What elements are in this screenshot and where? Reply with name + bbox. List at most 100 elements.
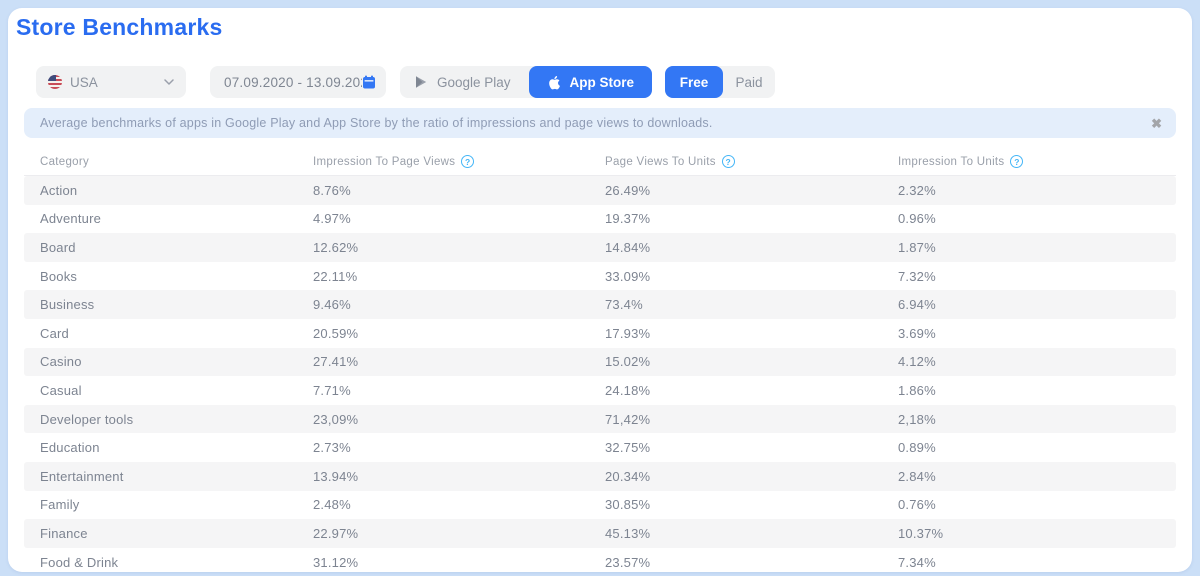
cell-impression-to-page-views: 9.46% xyxy=(313,297,351,313)
cell-impression-to-units: 3.69% xyxy=(898,325,936,341)
page-title: Store Benchmarks xyxy=(16,14,223,40)
cell-impression-to-page-views: 8.76% xyxy=(313,182,351,198)
cell-impression-to-page-views: 2.73% xyxy=(313,440,351,456)
cell-page-views-to-units: 20.34% xyxy=(605,468,651,484)
country-select-value: USA xyxy=(70,74,98,90)
table-header-row: Category Impression To Page Views ? Page… xyxy=(24,148,1176,176)
cell-impression-to-page-views: 13.94% xyxy=(313,468,359,484)
app-store-button[interactable]: App Store xyxy=(528,66,653,98)
column-header-impression-to-units: Impression To Units ? xyxy=(898,155,1176,168)
store-toggle-group: Google Play App Store xyxy=(400,66,653,98)
cell-impression-to-units: 4.12% xyxy=(898,354,936,370)
cell-impression-to-units: 7.34% xyxy=(898,554,936,570)
cell-page-views-to-units: 26.49% xyxy=(605,182,651,198)
cell-page-views-to-units: 14.84% xyxy=(605,239,651,255)
cell-page-views-to-units: 23.57% xyxy=(605,554,651,570)
table-body: Action 8.76% 26.49% 2.32% Adventure 4.97… xyxy=(24,176,1176,572)
cell-impression-to-page-views: 22.11% xyxy=(313,268,358,284)
apple-icon xyxy=(547,75,561,90)
calendar-icon xyxy=(362,75,376,89)
cell-category: Casual xyxy=(40,382,82,398)
cell-impression-to-units: 1.86% xyxy=(898,382,936,398)
store-benchmarks-card: Store Benchmarks USA 07.09.2020 - 13.09.… xyxy=(8,8,1192,572)
cell-impression-to-page-views: 12.62% xyxy=(313,239,359,255)
cell-page-views-to-units: 71,42% xyxy=(605,411,651,427)
benchmarks-table: Category Impression To Page Views ? Page… xyxy=(24,148,1176,572)
paid-label: Paid xyxy=(735,74,763,90)
date-range-input[interactable]: 07.09.2020 - 13.09.2020 xyxy=(210,66,386,98)
cell-page-views-to-units: 15.02% xyxy=(605,354,651,370)
cell-category: Books xyxy=(40,268,78,284)
table-row: Casino 27.41% 15.02% 4.12% xyxy=(24,347,1176,377)
table-row: Food & Drink 31.12% 23.57% 7.34% xyxy=(24,548,1176,572)
cell-category: Action xyxy=(40,182,78,198)
cell-page-views-to-units: 30.85% xyxy=(605,497,651,513)
cell-page-views-to-units: 45.13% xyxy=(605,525,651,541)
table-row: Finance 22.97% 45.13% 10.37% xyxy=(24,519,1176,548)
close-icon[interactable]: ✖ xyxy=(1151,115,1162,131)
cell-impression-to-units: 0.76% xyxy=(898,497,936,513)
date-range-value: 07.09.2020 - 13.09.2020 xyxy=(224,74,362,90)
google-play-label: Google Play xyxy=(437,74,511,90)
table-row: Board 12.62% 14.84% 1.87% xyxy=(24,233,1176,262)
cell-impression-to-page-views: 2.48% xyxy=(313,497,351,513)
table-row: Entertainment 13.94% 20.34% 2.84% xyxy=(24,461,1176,491)
cell-category: Food & Drink xyxy=(40,554,119,570)
cell-impression-to-units: 2.84% xyxy=(898,468,936,484)
free-button[interactable]: Free xyxy=(665,66,724,98)
table-row: Action 8.76% 26.49% 2.32% xyxy=(24,176,1176,205)
pricing-toggle-group: Free Paid xyxy=(665,66,776,98)
column-header-category: Category xyxy=(40,155,90,168)
cell-page-views-to-units: 32.75% xyxy=(605,440,651,456)
cell-impression-to-page-views: 27.41% xyxy=(313,354,359,370)
info-banner: Average benchmarks of apps in Google Pla… xyxy=(24,108,1176,138)
cell-impression-to-page-views: 22.97% xyxy=(313,525,359,541)
cell-category: Adventure xyxy=(40,211,102,227)
column-header-page-views-to-units: Page Views To Units ? xyxy=(605,155,898,168)
help-icon[interactable]: ? xyxy=(1010,155,1024,168)
paid-button[interactable]: Paid xyxy=(723,66,775,98)
cell-impression-to-units: 7.32% xyxy=(898,268,936,284)
column-header-impression-to-page-views: Impression To Page Views ? xyxy=(313,155,605,168)
country-select[interactable]: USA xyxy=(36,66,186,98)
cell-category: Casino xyxy=(40,354,82,370)
cell-impression-to-units: 2,18% xyxy=(898,411,936,427)
help-icon[interactable]: ? xyxy=(721,155,735,168)
cell-impression-to-page-views: 23,09% xyxy=(313,411,359,427)
cell-impression-to-page-views: 4.97% xyxy=(313,211,351,227)
info-banner-text: Average benchmarks of apps in Google Pla… xyxy=(40,116,713,130)
cell-impression-to-page-views: 20.59% xyxy=(313,325,359,341)
table-row: Family 2.48% 30.85% 0.76% xyxy=(24,491,1176,520)
cell-impression-to-units: 1.87% xyxy=(898,239,936,255)
cell-impression-to-units: 0.96% xyxy=(898,211,936,227)
free-label: Free xyxy=(679,74,709,90)
cell-impression-to-units: 6.94% xyxy=(898,297,936,313)
us-flag-icon xyxy=(48,75,62,89)
table-row: Card 20.59% 17.93% 3.69% xyxy=(24,319,1176,348)
google-play-icon xyxy=(414,75,428,89)
table-row: Developer tools 23,09% 71,42% 2,18% xyxy=(24,404,1176,434)
table-row: Education 2.73% 32.75% 0.89% xyxy=(24,433,1176,462)
google-play-button[interactable]: Google Play xyxy=(400,66,529,98)
cell-category: Board xyxy=(40,239,76,255)
cell-category: Finance xyxy=(40,525,88,541)
filters-bar: USA 07.09.2020 - 13.09.2020 G xyxy=(36,66,776,98)
cell-category: Entertainment xyxy=(40,468,124,484)
cell-category: Education xyxy=(40,440,100,456)
help-icon[interactable]: ? xyxy=(461,155,475,168)
cell-category: Family xyxy=(40,497,80,513)
cell-page-views-to-units: 19.37% xyxy=(605,211,651,227)
cell-impression-to-page-views: 7.71% xyxy=(313,382,351,398)
table-row: Business 9.46% 73.4% 6.94% xyxy=(24,290,1176,319)
cell-category: Developer tools xyxy=(40,411,134,427)
table-row: Books 22.11% 33.09% 7.32% xyxy=(24,262,1176,291)
cell-page-views-to-units: 33.09% xyxy=(605,268,651,284)
cell-page-views-to-units: 73.4% xyxy=(605,297,643,313)
cell-category: Card xyxy=(40,325,69,341)
cell-impression-to-units: 2.32% xyxy=(898,182,936,198)
table-row: Casual 7.71% 24.18% 1.86% xyxy=(24,376,1176,405)
cell-impression-to-units: 0.89% xyxy=(898,440,936,456)
cell-impression-to-units: 10.37% xyxy=(898,525,944,541)
app-store-label: App Store xyxy=(569,74,635,90)
cell-category: Business xyxy=(40,297,95,313)
